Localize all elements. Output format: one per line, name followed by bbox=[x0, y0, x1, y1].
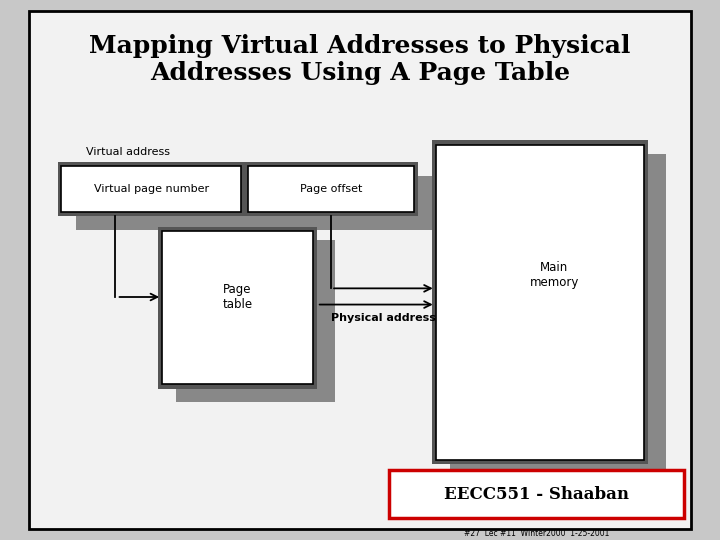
Text: Virtual address: Virtual address bbox=[86, 146, 171, 157]
Bar bbox=[61, 166, 241, 212]
Bar bbox=[162, 231, 313, 384]
Text: Virtual page number: Virtual page number bbox=[94, 184, 209, 194]
Bar bbox=[58, 162, 418, 216]
Bar bbox=[436, 145, 644, 460]
Text: Main
memory: Main memory bbox=[530, 261, 579, 289]
Bar bbox=[432, 140, 648, 464]
Bar bbox=[248, 166, 414, 212]
Bar bbox=[450, 154, 666, 478]
Bar bbox=[176, 240, 335, 402]
Bar bbox=[76, 176, 436, 230]
Text: Physical address: Physical address bbox=[331, 313, 436, 323]
Text: Page offset: Page offset bbox=[300, 184, 362, 194]
Text: Mapping Virtual Addresses to Physical
Addresses Using A Page Table: Mapping Virtual Addresses to Physical Ad… bbox=[89, 33, 631, 85]
Bar bbox=[389, 470, 684, 518]
Text: Page
table: Page table bbox=[222, 283, 253, 311]
Bar bbox=[158, 227, 317, 389]
Text: #27  Lec #11  Winter2000  1-25-2001: #27 Lec #11 Winter2000 1-25-2001 bbox=[464, 529, 609, 538]
Text: EECC551 - Shaaban: EECC551 - Shaaban bbox=[444, 485, 629, 503]
